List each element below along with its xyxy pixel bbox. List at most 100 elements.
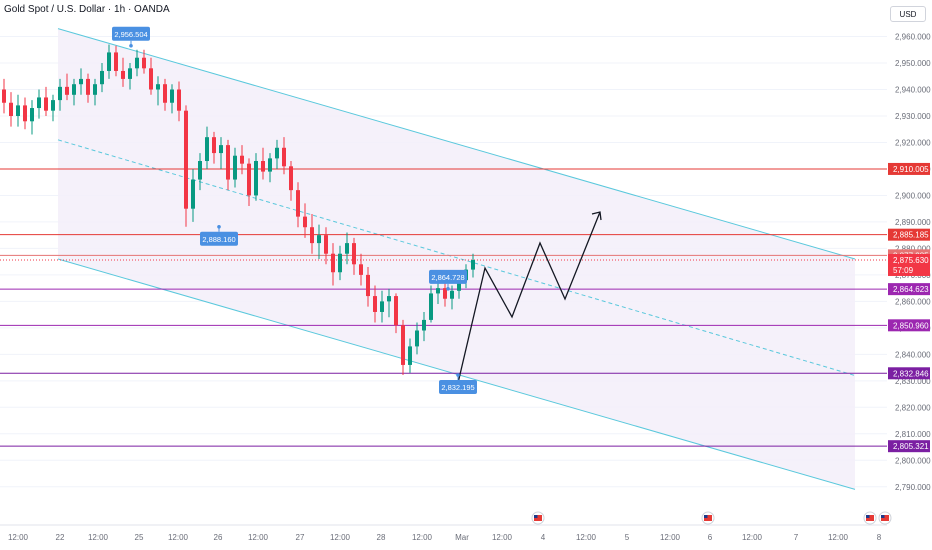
candle[interactable]	[30, 100, 34, 135]
candle[interactable]	[408, 338, 412, 373]
candles	[2, 44, 475, 376]
candle[interactable]	[65, 73, 69, 101]
candle[interactable]	[380, 290, 384, 323]
candle[interactable]	[44, 86, 48, 116]
candle[interactable]	[51, 94, 55, 122]
us-flag-event-icon[interactable]	[701, 511, 715, 525]
callout-box	[112, 26, 150, 41]
candle[interactable]	[86, 73, 90, 103]
us-flag-event-icon[interactable]	[863, 511, 877, 525]
channel-fill	[58, 28, 855, 490]
candle[interactable]	[450, 285, 454, 310]
candle[interactable]	[23, 97, 27, 130]
level-price-tag[interactable]: 2,805.321	[888, 440, 930, 453]
candle[interactable]	[100, 63, 104, 93]
candle[interactable]	[436, 282, 440, 305]
us-flag-event-icon[interactable]	[878, 511, 892, 525]
candle-body	[226, 145, 230, 180]
candle-body	[58, 86, 62, 101]
candle[interactable]	[422, 311, 426, 342]
candle-body	[275, 147, 279, 159]
candle[interactable]	[275, 139, 279, 169]
candle[interactable]	[387, 288, 391, 318]
candle[interactable]	[366, 266, 370, 307]
candle[interactable]	[345, 232, 349, 265]
candle[interactable]	[142, 49, 146, 74]
candle[interactable]	[198, 153, 202, 191]
candle[interactable]	[37, 89, 41, 119]
candle[interactable]	[324, 227, 328, 265]
candle[interactable]	[121, 57, 125, 87]
candle[interactable]	[163, 78, 167, 111]
candle[interactable]	[9, 92, 13, 127]
candle[interactable]	[191, 168, 195, 222]
price-callout[interactable]: 2,956.504	[112, 26, 150, 48]
candle[interactable]	[184, 105, 188, 227]
candle[interactable]	[317, 224, 321, 259]
candle[interactable]	[72, 78, 76, 106]
candle[interactable]	[58, 78, 62, 111]
candle[interactable]	[16, 94, 20, 127]
candle[interactable]	[254, 153, 258, 201]
candle[interactable]	[296, 182, 300, 228]
y-tick-label: 2,880.000	[895, 244, 931, 253]
candle[interactable]	[352, 237, 356, 275]
candle[interactable]	[268, 153, 272, 183]
level-price-tag[interactable]: 2,910.005	[888, 162, 930, 175]
candle[interactable]	[170, 84, 174, 114]
candle[interactable]	[303, 203, 307, 238]
candle[interactable]	[331, 243, 335, 286]
candle[interactable]	[149, 57, 153, 95]
candle[interactable]	[226, 139, 230, 191]
candle[interactable]	[443, 280, 447, 307]
level-price-tag[interactable]: 2,850.960	[888, 319, 930, 332]
candle[interactable]	[212, 131, 216, 164]
price-callout[interactable]: 2,832.195	[439, 373, 477, 395]
level-price-tag[interactable]: 2,864.623	[888, 283, 930, 296]
projection-zigzag[interactable]	[457, 211, 601, 384]
us-flag-event-icon[interactable]	[531, 511, 545, 525]
candle[interactable]	[233, 147, 237, 188]
channel-upper-line[interactable]	[57, 28, 856, 260]
level-price-tag[interactable]: 2,885.185	[888, 228, 930, 241]
candle[interactable]	[128, 63, 132, 90]
candle[interactable]	[107, 44, 111, 79]
candle[interactable]	[289, 161, 293, 201]
candle[interactable]	[219, 137, 223, 169]
candle[interactable]	[240, 145, 244, 175]
candle[interactable]	[415, 322, 419, 355]
candle[interactable]	[2, 78, 6, 114]
x-tick-label: 22	[56, 533, 65, 542]
candle[interactable]	[282, 137, 286, 175]
candle[interactable]	[373, 285, 377, 323]
candle[interactable]	[471, 253, 475, 278]
candle[interactable]	[247, 158, 251, 207]
price-callout[interactable]: 2,864.728	[429, 269, 467, 291]
x-tick-label: 12:00	[828, 533, 849, 542]
candle[interactable]	[359, 253, 363, 286]
candle[interactable]	[310, 213, 314, 254]
candle[interactable]	[261, 147, 265, 180]
level-price-tag[interactable]: 2,832.846	[888, 367, 930, 380]
candle[interactable]	[205, 126, 209, 169]
candle[interactable]	[156, 76, 160, 106]
time-axis: 12:00 22 12:00 25 12:00 26 12:00 27 12:00 28 12:00…	[0, 524, 887, 542]
price-callout[interactable]: 2,888.160	[200, 224, 238, 246]
candle[interactable]	[114, 45, 118, 77]
candle-body	[261, 161, 265, 172]
candle[interactable]	[93, 78, 97, 106]
channel-midline[interactable]	[57, 139, 856, 377]
currency-button[interactable]: USD	[890, 6, 926, 22]
candle[interactable]	[401, 319, 405, 376]
candle-body	[457, 280, 461, 291]
candle[interactable]	[79, 68, 83, 95]
candle[interactable]	[135, 49, 139, 77]
candle[interactable]	[338, 245, 342, 281]
candle-body	[352, 243, 356, 265]
candle[interactable]	[429, 285, 433, 323]
candle[interactable]	[394, 293, 398, 334]
candle[interactable]	[177, 81, 181, 122]
level-tag-label: 2,910.005	[893, 165, 929, 174]
